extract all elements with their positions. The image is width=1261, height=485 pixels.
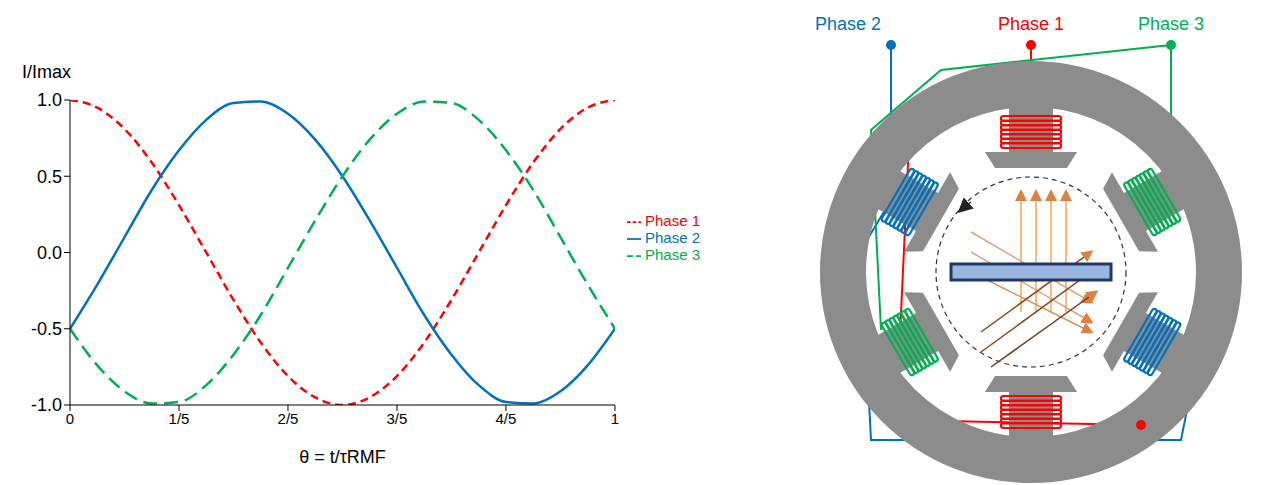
svg-text:θ = t/τRMF: θ = t/τRMF [299,447,386,467]
svg-text:-1.0: -1.0 [31,395,62,415]
svg-text:2/5: 2/5 [278,410,299,427]
html-text:Phase 1: Phase 1 [645,212,700,229]
svg-text:1.0: 1.0 [37,90,62,110]
svg-text:1/5: 1/5 [169,410,190,427]
svg-text:Phase 1: Phase 1 [998,14,1064,34]
svg-text:0.5: 0.5 [37,167,62,187]
svg-text:4/5: 4/5 [496,410,517,427]
html-text:Phase 2: Phase 2 [645,229,700,246]
svg-text:Phase 2: Phase 2 [815,14,881,34]
svg-text:-0.5: -0.5 [31,319,62,339]
svg-text:1: 1 [611,410,619,427]
svg-text:0: 0 [66,410,74,427]
svg-text:3/5: 3/5 [387,410,408,427]
svg-text:Phase 3: Phase 3 [1138,14,1204,34]
html-text:I/Imax: I/Imax [22,62,71,82]
svg-text:0.0: 0.0 [37,243,62,263]
html-text:Phase 3: Phase 3 [645,246,700,263]
